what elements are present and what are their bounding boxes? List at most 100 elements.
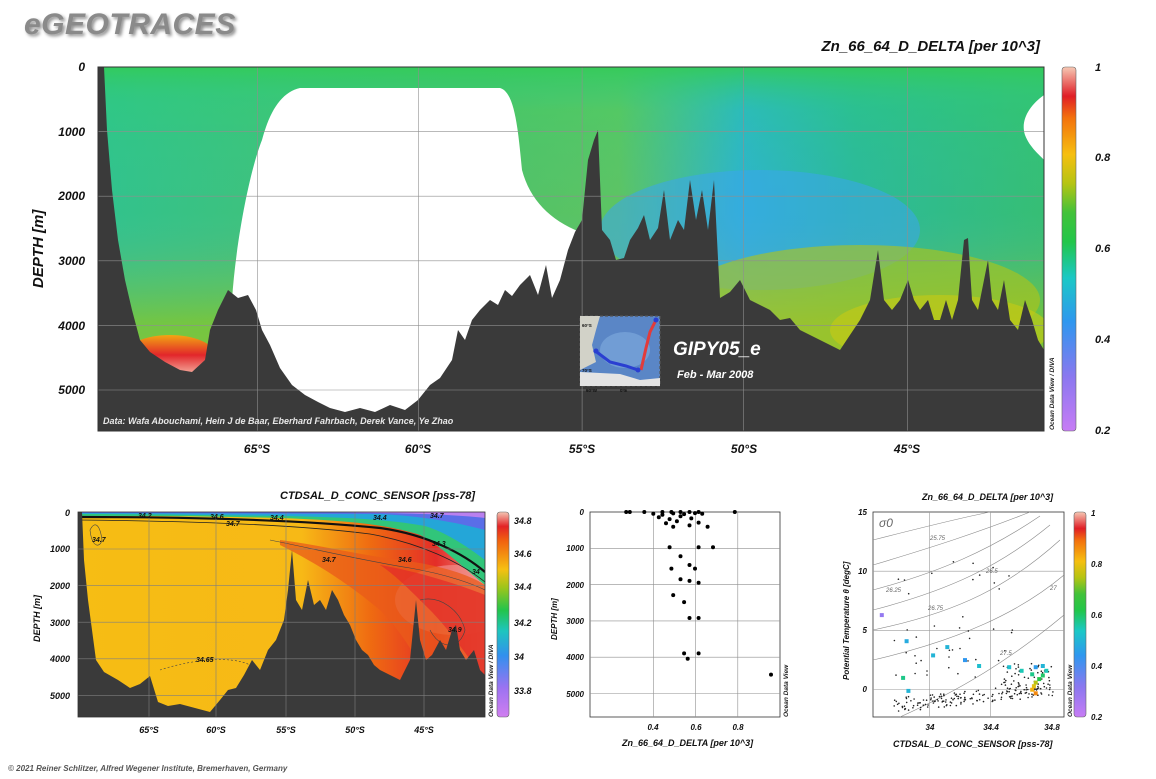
ts-background-point	[916, 704, 919, 706]
svg-text:34.4: 34.4	[514, 582, 532, 592]
ts-background-point	[936, 647, 938, 650]
svg-text:26.25: 26.25	[885, 588, 902, 594]
svg-text:0: 0	[863, 685, 868, 694]
inset-lat-70s: 70°S	[582, 368, 592, 373]
ts-background-point	[1020, 690, 1022, 693]
ts-background-point	[987, 697, 989, 699]
ts-background-point	[994, 699, 996, 701]
ts-background-point	[948, 656, 950, 658]
cruise-period: Feb - Mar 2008	[677, 369, 754, 381]
ts-background-point	[919, 708, 922, 711]
sal-contour-label: 34.7	[430, 513, 445, 520]
ts-background-point	[1005, 692, 1008, 695]
main-ytick-1000: 1000	[58, 125, 85, 139]
svg-text:25.75: 25.75	[929, 536, 946, 542]
ts-background-point	[957, 695, 960, 698]
ts-background-point	[1011, 629, 1014, 631]
ts-background-point	[933, 625, 936, 627]
profile-point	[682, 651, 687, 656]
ts-background-point	[937, 706, 940, 708]
ts-background-point	[922, 699, 925, 701]
ts-colored-point	[977, 664, 982, 668]
ts-background-point	[1030, 662, 1033, 665]
ts-colored-point	[1031, 684, 1036, 689]
ts-background-point	[971, 697, 973, 700]
main-cbar-tick-1: 1	[1095, 62, 1101, 74]
ts-background-point	[997, 659, 1000, 662]
profile-point	[732, 510, 737, 514]
ts-background-point	[918, 702, 920, 704]
svg-text:5: 5	[863, 626, 868, 635]
ts-background-point	[1048, 679, 1051, 682]
ts-background-point	[962, 616, 964, 618]
profile-point	[669, 566, 674, 571]
ts-background-point	[1013, 692, 1016, 695]
profile-point	[678, 577, 683, 582]
sal-contour-label: 34.7	[322, 557, 337, 564]
ts-background-point	[969, 697, 972, 700]
inset-lon-0e: 0°E	[620, 388, 627, 393]
ts-colored-point	[1007, 665, 1012, 670]
ts-colored-point	[1040, 673, 1045, 678]
ts-background-point	[1017, 664, 1020, 666]
ts-colored-point	[1040, 664, 1045, 668]
profile-point	[696, 580, 701, 585]
ts-background-point	[920, 659, 922, 662]
ts-background-point	[939, 693, 942, 695]
ts-background-point	[1006, 671, 1009, 673]
ts-watermark: Ocean Data View	[1067, 664, 1074, 717]
ts-background-point	[1043, 685, 1046, 688]
ts-background-point	[901, 705, 904, 708]
ts-background-point	[1050, 665, 1053, 668]
ts-colored-point	[904, 639, 909, 644]
profile-point	[696, 616, 701, 620]
ts-background-point	[992, 693, 994, 696]
svg-text:0.8: 0.8	[732, 723, 744, 732]
profile-watermark: Ocean Data View	[783, 664, 790, 717]
ts-background-point	[1025, 686, 1028, 689]
ts-background-point	[904, 708, 906, 711]
ts-ylabel: Potential Temperature θ [degC]	[842, 561, 851, 680]
main-ytick-0: 0	[78, 60, 85, 74]
svg-text:34.8: 34.8	[514, 516, 532, 526]
profile-point	[696, 651, 701, 656]
main-ylabel: DEPTH [m]	[30, 209, 47, 288]
ts-background-point	[943, 706, 946, 708]
ts-background-point	[933, 696, 935, 698]
ts-background-point	[957, 697, 959, 700]
profile-point	[687, 510, 692, 514]
sigma-label: σ0	[879, 516, 893, 530]
ts-background-point	[1018, 683, 1020, 685]
inset-lon-60w: 60°W	[586, 388, 598, 393]
ts-colored-point	[1030, 672, 1035, 677]
ts-background-point	[1037, 683, 1039, 685]
profile-point	[705, 524, 710, 529]
main-xtick-45s: 45°S	[893, 442, 920, 456]
egeotraces-logo: eGEOTRACES	[24, 8, 236, 41]
cruise-label: GIPY05_e	[673, 339, 761, 360]
salinity-watermark: Ocean Data View / DIVA	[488, 644, 495, 717]
ts-background-point	[1037, 665, 1039, 668]
ts-background-point	[897, 710, 900, 712]
main-cbar-tick-0.2: 0.2	[1095, 425, 1110, 437]
ts-background-point	[1036, 688, 1038, 690]
svg-text:26.75: 26.75	[927, 606, 944, 612]
ts-background-point	[906, 629, 908, 631]
ts-colored-point	[1044, 668, 1049, 673]
ts-colored-point	[879, 613, 884, 618]
ts-colorbar	[1073, 511, 1087, 718]
profile-point	[674, 519, 679, 524]
ts-background-point	[964, 696, 966, 699]
ts-background-point	[968, 637, 971, 640]
ts-background-point	[1045, 687, 1048, 689]
ts-background-point	[1011, 695, 1013, 697]
ts-background-point	[936, 698, 939, 701]
ts-colored-point	[945, 645, 950, 650]
svg-text:0.6: 0.6	[1091, 611, 1103, 620]
profile-point	[687, 578, 692, 583]
svg-text:65°S: 65°S	[139, 725, 159, 735]
ts-background-point	[972, 703, 974, 705]
svg-text:3000: 3000	[566, 617, 584, 626]
main-xtick-60s: 60°S	[405, 442, 431, 456]
